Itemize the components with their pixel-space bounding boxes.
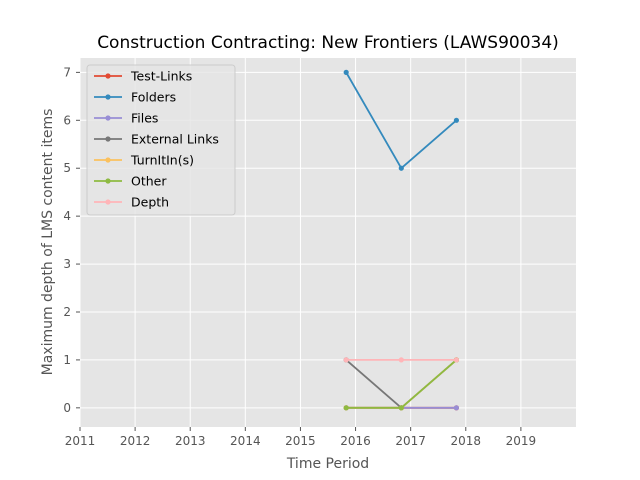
data-point [453, 117, 460, 123]
x-tick-label: 2019 [506, 434, 537, 448]
x-tick-label: 2014 [230, 434, 261, 448]
legend-swatch-marker [105, 157, 111, 163]
legend-swatch-marker [105, 178, 111, 184]
y-axis-ticks: 0 1 2 3 4 5 6 7 [63, 65, 80, 415]
data-point [398, 165, 404, 171]
x-tick-label: 2017 [395, 434, 426, 448]
series-1 [343, 69, 460, 171]
x-tick-label: 2012 [120, 434, 151, 448]
legend-item: Folders [94, 90, 176, 105]
x-axis-label: Time Period [286, 456, 369, 472]
data-point [343, 357, 349, 363]
legend: Test-Links Folders Files External Links Turn… [86, 64, 236, 216]
legend-label: Files [131, 111, 158, 126]
legend-label: Test-Links [130, 69, 192, 84]
legend-item: Depth [94, 195, 169, 210]
y-tick-label: 0 [63, 401, 71, 415]
x-tick-label: 2011 [65, 434, 96, 448]
y-tick-label: 6 [63, 113, 71, 127]
legend-label: TurnItIn(s) [130, 153, 194, 168]
legend-swatch-marker [105, 94, 111, 100]
y-tick-label: 7 [63, 65, 71, 79]
x-tick-label: 2013 [175, 434, 206, 448]
legend-swatch-marker [105, 136, 111, 142]
series-lines [343, 69, 460, 411]
legend-item: TurnItIn(s) [94, 153, 194, 168]
data-point [398, 405, 404, 411]
data-point [343, 69, 349, 75]
legend-label: External Links [131, 132, 219, 147]
data-point [343, 405, 349, 411]
x-tick-label: 2016 [340, 434, 371, 448]
legend-item: Test-Links [94, 69, 192, 84]
y-axis-label: Maximum depth of LMS content items [40, 109, 56, 376]
legend-label: Other [131, 174, 167, 189]
legend-swatch-marker [105, 199, 111, 205]
legend-item: Other [94, 174, 167, 189]
data-point [453, 357, 460, 363]
x-tick-label: 2018 [451, 434, 482, 448]
data-point [398, 357, 404, 363]
legend-swatch-marker [105, 115, 111, 121]
legend-item: External Links [94, 132, 219, 147]
legend-label: Depth [131, 195, 169, 210]
legend-swatch-marker [105, 73, 111, 79]
y-tick-label: 1 [63, 353, 71, 367]
legend-label: Folders [131, 90, 176, 105]
y-tick-label: 5 [63, 161, 71, 175]
chart-title: Construction Contracting: New Frontiers … [97, 33, 559, 53]
x-tick-label: 2015 [285, 434, 316, 448]
series-6 [343, 357, 460, 363]
legend-box [86, 64, 236, 216]
data-point [453, 405, 460, 411]
y-tick-label: 4 [63, 209, 71, 223]
y-tick-label: 2 [63, 305, 71, 319]
y-tick-label: 3 [63, 257, 71, 271]
legend-item: Files [94, 111, 158, 126]
x-axis-ticks: 2011 2012 2013 2014 2015 2016 2017 2018 2019 [65, 427, 536, 448]
